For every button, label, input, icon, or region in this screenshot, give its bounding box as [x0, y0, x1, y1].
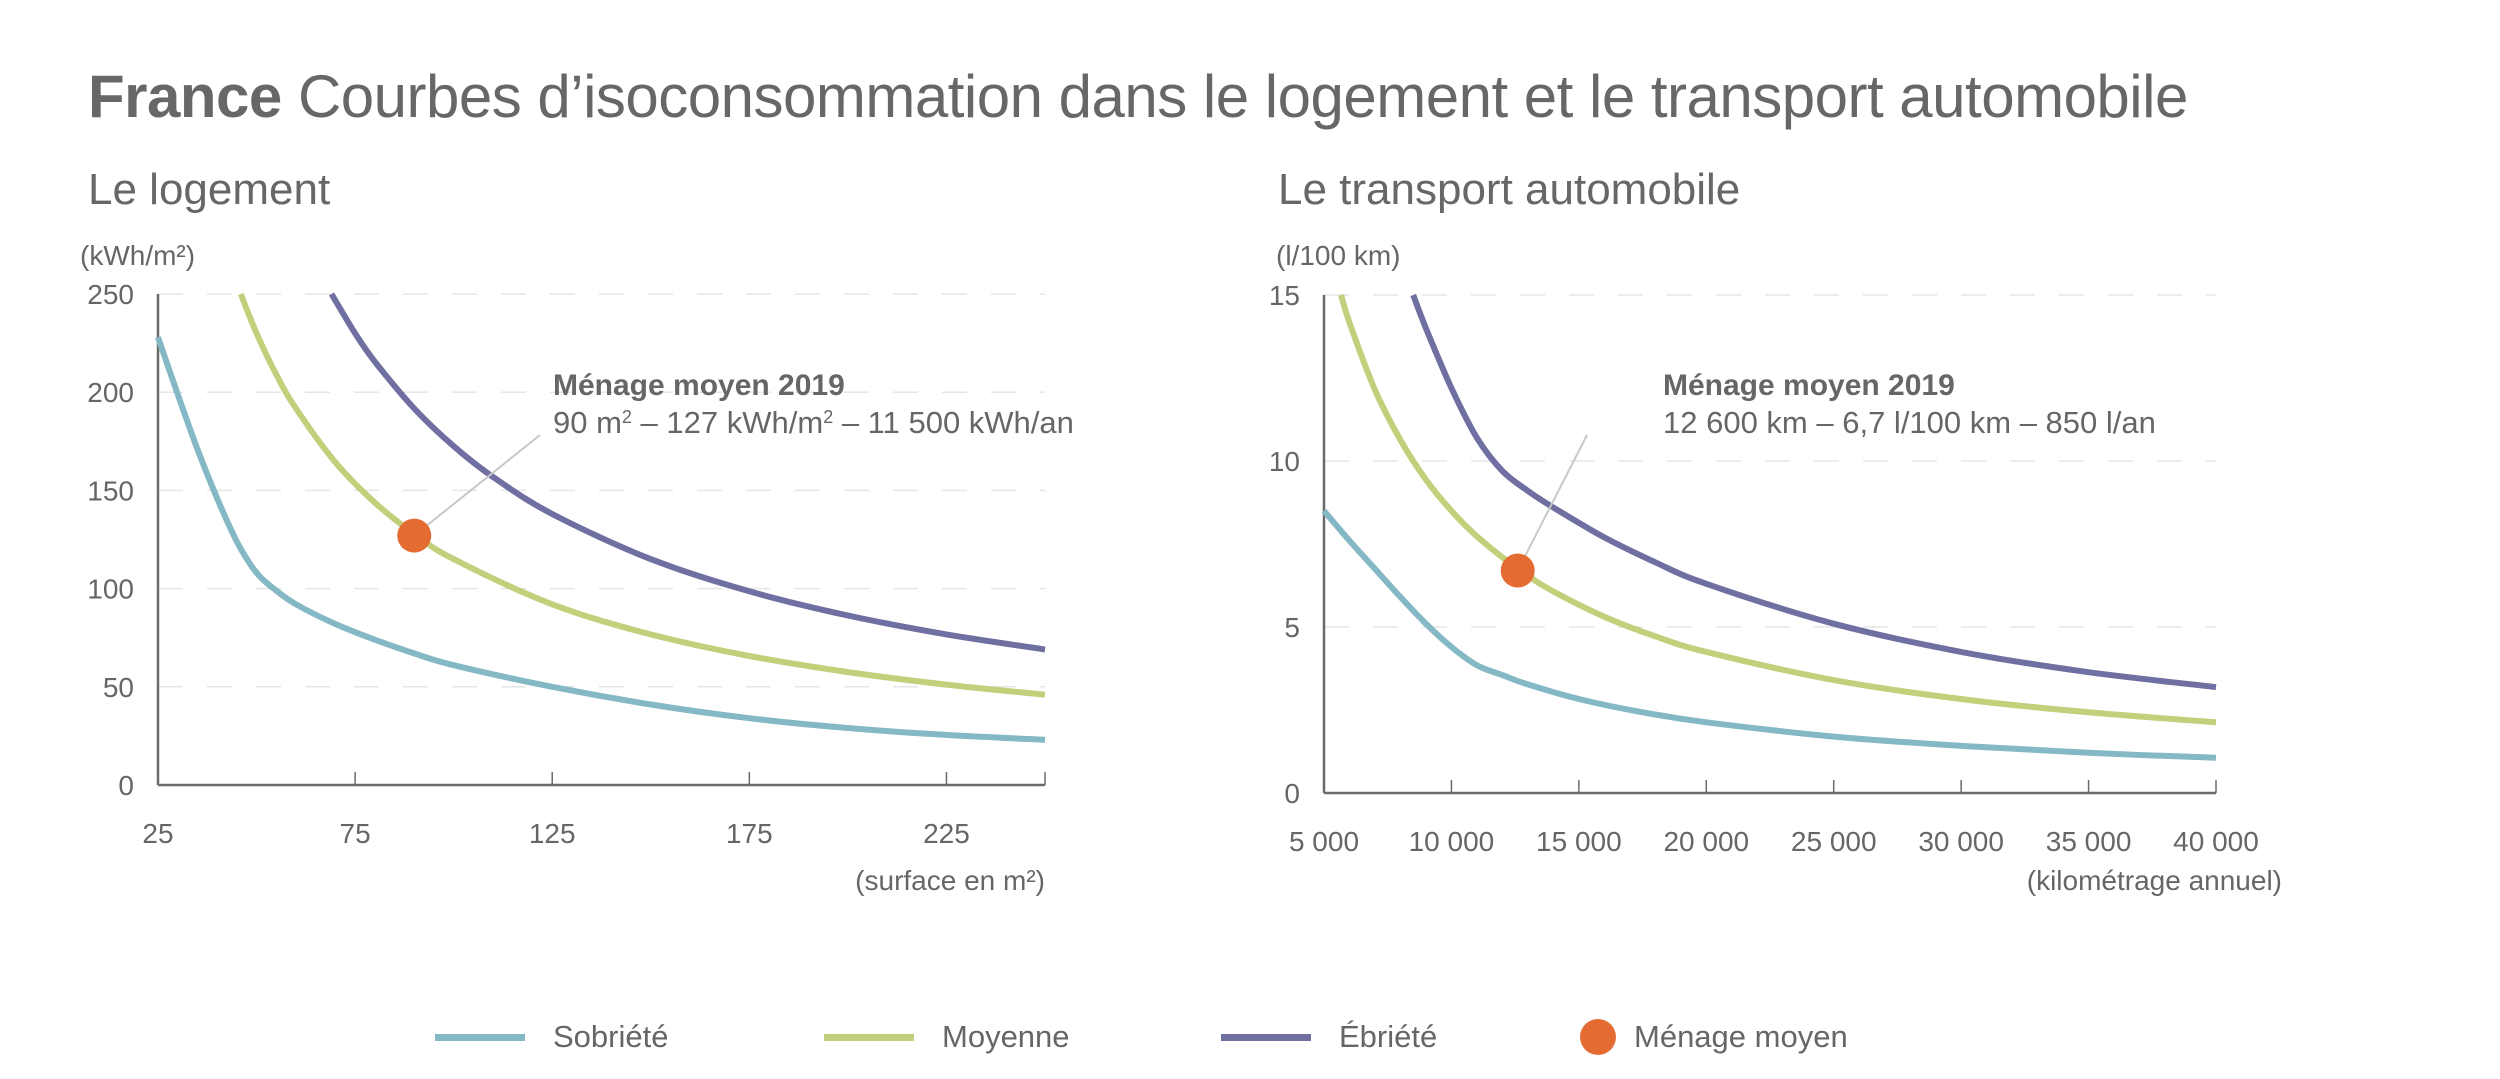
- annotation-values: 12 600 km – 6,7 l/100 km – 850 l/an: [1663, 405, 2156, 440]
- title-text: Courbes d’isoconsommation dans le logeme…: [297, 63, 2188, 130]
- chart-title-logement: Le logement: [88, 165, 331, 214]
- y-tick-label: 150: [87, 475, 134, 506]
- x-tick-label: 5 000: [1289, 826, 1359, 857]
- chart-transport: (l/100 km) 0 5 10 15 5 000 10 000 15 000 20 000 2…: [1269, 240, 2282, 896]
- y-tick-label: 50: [103, 672, 134, 703]
- x-tick-label: 225: [923, 818, 970, 849]
- x-tick-label: 10 000: [1409, 826, 1495, 857]
- annotation-text-part: 12 600 km – 6,7 l/100 km – 850 l/an: [1663, 405, 2156, 440]
- title-country: France: [88, 63, 282, 130]
- legend-label-ebriete: Ébriété: [1339, 1019, 1438, 1054]
- x-tick-label: 25 000: [1791, 826, 1877, 857]
- series-line-ebriete: [328, 292, 1046, 653]
- series-line-moyenne: [238, 292, 1046, 698]
- annotation-text-part: 90 m: [553, 405, 622, 440]
- y-axis-unit-label: (kWh/m²): [80, 240, 195, 271]
- annotation-leader-line: [413, 434, 541, 537]
- legend-label-menage: Ménage moyen: [1634, 1019, 1848, 1054]
- legend-label-moyenne: Moyenne: [942, 1019, 1070, 1054]
- x-tick-label: 20 000: [1663, 826, 1749, 857]
- menage-moyen-point: [397, 518, 432, 553]
- legend-swatch-moyenne: [824, 1033, 914, 1041]
- x-tick-label: 40 000: [2173, 826, 2259, 857]
- x-axis-unit-label: (kilométrage annuel): [2027, 865, 2282, 896]
- legend-dot-menage: [1580, 1019, 1616, 1055]
- y-axis-unit-label: (l/100 km): [1276, 240, 1400, 271]
- chart-title-transport: Le transport automobile: [1278, 165, 1741, 214]
- x-tick-label: 25: [142, 818, 173, 849]
- x-tick-label: 30 000: [1918, 826, 2004, 857]
- menage-moyen-point: [1500, 553, 1535, 588]
- legend-label-sobriete: Sobriété: [553, 1019, 669, 1054]
- annotation-values: 90 m2 – 127 kWh/m2 – 11 500 kWh/an: [553, 405, 1074, 440]
- superscript: 2: [622, 407, 632, 427]
- series-line-sobriete: [155, 336, 1046, 743]
- legend-swatch-sobriete: [435, 1033, 525, 1041]
- legend-item-sobriete: Sobriété: [435, 1014, 668, 1060]
- x-tick-label: 175: [726, 818, 773, 849]
- y-tick-label: 15: [1269, 280, 1300, 311]
- superscript: 2: [823, 407, 833, 427]
- y-tick-label: 10: [1269, 446, 1300, 477]
- y-tick-label: 100: [87, 574, 134, 605]
- x-tick-label: 125: [529, 818, 576, 849]
- x-tick-label: 35 000: [2046, 826, 2132, 857]
- y-tick-label: 200: [87, 377, 134, 408]
- y-tick-label: 5: [1284, 612, 1300, 643]
- legend-swatch-ebriete: [1221, 1033, 1311, 1041]
- series-line-sobriete: [1321, 508, 2217, 761]
- annotation-leader-line: [1516, 434, 1588, 572]
- x-tick-label: 15 000: [1536, 826, 1622, 857]
- legend-item-moyenne: Moyenne: [824, 1014, 1070, 1060]
- y-tick-label: 0: [1284, 778, 1300, 809]
- y-tick-label: 250: [87, 279, 134, 310]
- series-line-ebriete: [1410, 293, 2217, 691]
- x-axis-unit-label: (surface en m²): [855, 865, 1045, 896]
- legend-item-menage: Ménage moyen: [1580, 1014, 1848, 1060]
- chart-logement: (kWh/m²) 0 50 100 150 200 250 25 75 125 175 225 (sur…: [80, 240, 1074, 896]
- series-line-moyenne: [1338, 294, 2217, 726]
- page-title: France Courbes d’isoconsommation dans le…: [88, 62, 2188, 132]
- x-tick-label: 75: [340, 818, 371, 849]
- legend-item-ebriete: Ébriété: [1221, 1014, 1437, 1060]
- annotation-text-part: – 127 kWh/m: [632, 405, 823, 440]
- annotation-title: Ménage moyen 2019: [1663, 369, 1955, 402]
- annotation-text-part: – 11 500 kWh/an: [833, 405, 1074, 440]
- annotation-title: Ménage moyen 2019: [553, 369, 845, 402]
- y-tick-label: 0: [118, 770, 134, 801]
